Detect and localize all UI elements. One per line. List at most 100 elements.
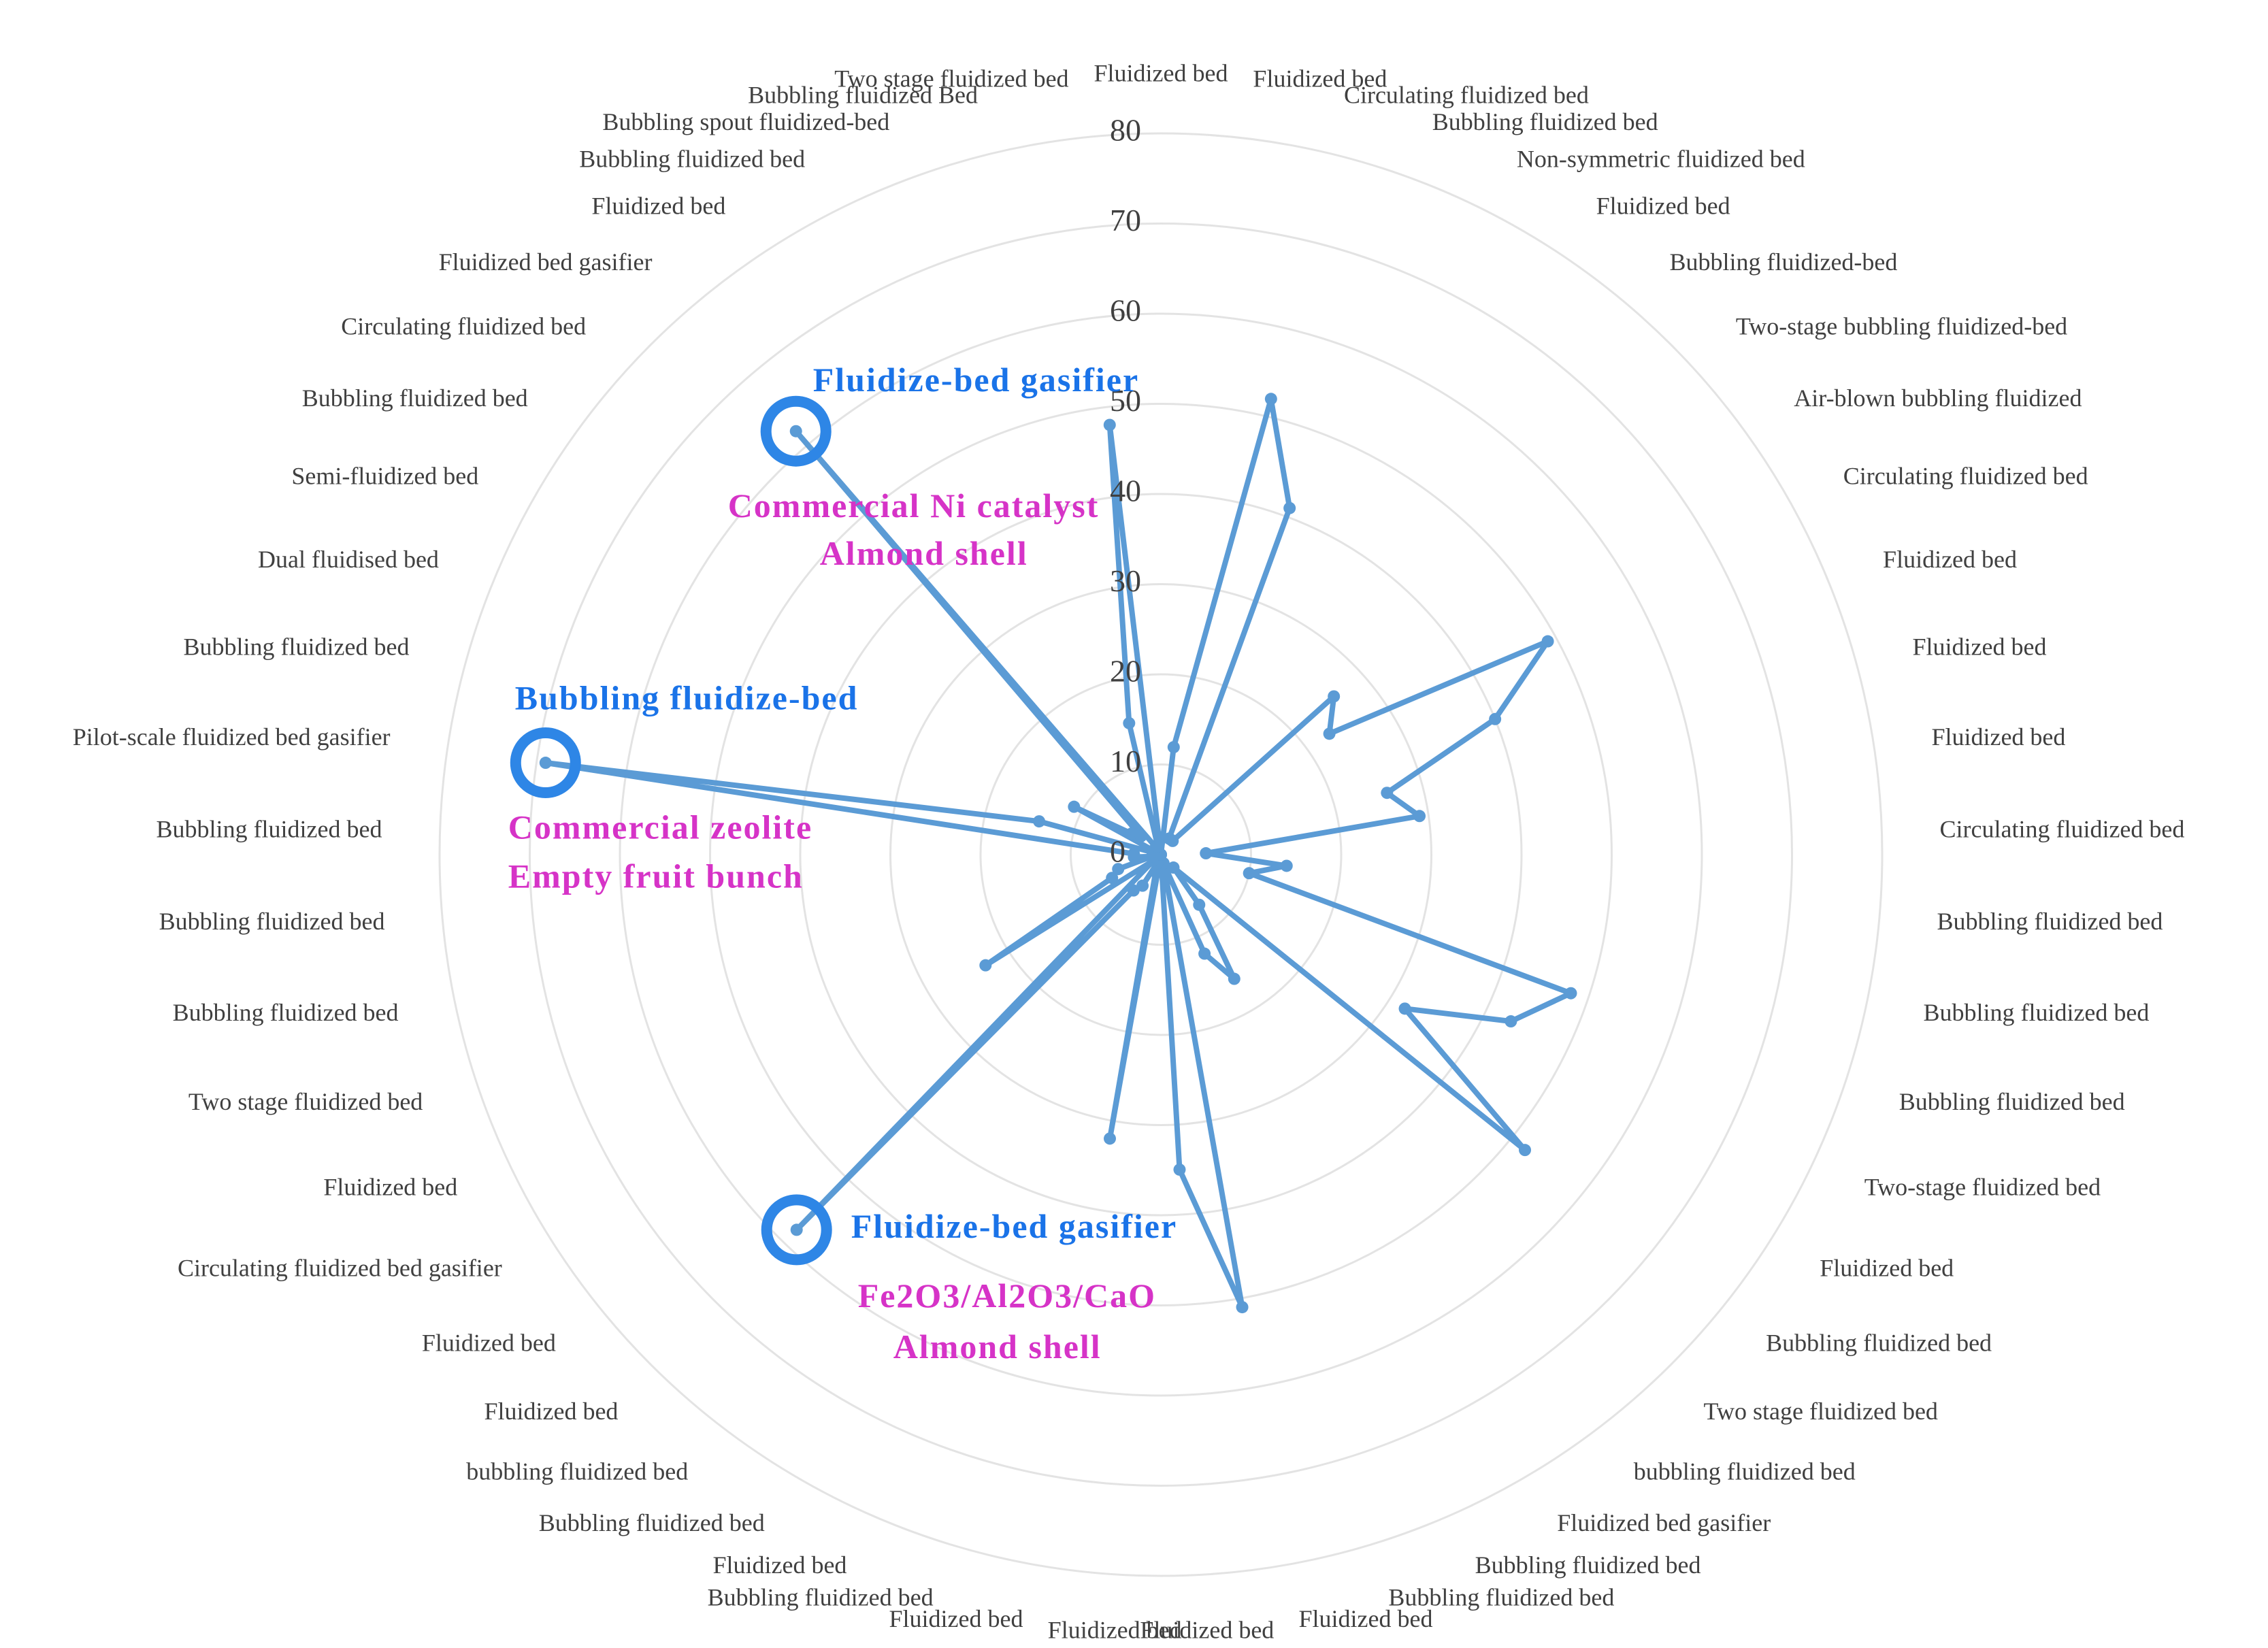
- data-point: [1167, 741, 1180, 754]
- category-label: Fluidized bed: [484, 1398, 618, 1425]
- tick-label: 10: [1110, 744, 1141, 778]
- data-point: [1125, 827, 1138, 840]
- tick-label: 30: [1110, 563, 1141, 598]
- category-label: Two-stage fluidized bed: [1864, 1174, 2101, 1201]
- data-point: [790, 1223, 803, 1236]
- annotation-title: Bubbling fluidize-bed: [515, 678, 859, 716]
- category-label: Fluidized bed: [422, 1330, 556, 1357]
- category-label: Dual fluidised bed: [258, 546, 439, 573]
- category-label: Fluidized bed: [1140, 1616, 1274, 1643]
- category-label: Two-stage bubbling fluidized-bed: [1736, 312, 2067, 340]
- data-point: [1541, 635, 1554, 648]
- grid-ring: [979, 673, 1343, 1036]
- category-label: Fluidized bed: [1883, 546, 2017, 573]
- tick-label: 60: [1110, 293, 1141, 328]
- data-point: [1228, 972, 1240, 985]
- data-point: [1398, 1002, 1411, 1015]
- data-point: [1128, 847, 1140, 860]
- category-label: Circulating fluidized bed gasifier: [178, 1254, 502, 1281]
- data-point: [1068, 800, 1081, 813]
- data-point: [789, 425, 802, 438]
- data-point: [1106, 872, 1119, 885]
- grid-ring: [529, 223, 1793, 1487]
- category-label: Bubbling fluidized bed: [1388, 1583, 1614, 1611]
- tick-label: 70: [1110, 203, 1141, 237]
- data-point: [1166, 834, 1179, 847]
- data-point: [1280, 859, 1293, 872]
- annotation-detail: Commercial Ni catalyst: [728, 487, 1100, 525]
- data-point: [1519, 1144, 1532, 1157]
- grid-ring: [709, 403, 1613, 1306]
- category-label: Fluidized bed: [1931, 723, 2065, 751]
- category-label: Semi-fluidized bed: [291, 462, 478, 489]
- category-label: Circulating fluidized bed: [1344, 81, 1589, 108]
- data-point: [1134, 830, 1147, 843]
- category-label: Fluidized bed: [591, 193, 725, 220]
- category-label: Bubbling fluidized bed: [1766, 1330, 1992, 1357]
- data-point: [1564, 987, 1577, 1000]
- tick-label: 40: [1110, 474, 1141, 508]
- data-point: [1323, 727, 1336, 740]
- category-label: Bubbling fluidized bed: [184, 633, 410, 660]
- annotation-detail: Empty fruit bunch: [508, 857, 804, 895]
- data-point: [1236, 1301, 1249, 1314]
- category-label: Circulating fluidized bed: [341, 312, 586, 340]
- annotation-title: Fluidize-bed gasifier: [813, 361, 1139, 399]
- data-point: [1489, 712, 1502, 725]
- category-label: Non-symmetric fluidized bed: [1517, 146, 1805, 173]
- data-point: [1136, 879, 1149, 892]
- category-label: Fluidized bed gasifier: [1557, 1509, 1771, 1536]
- data-point: [1103, 1132, 1116, 1145]
- data-point: [1193, 898, 1206, 911]
- data-point: [1381, 787, 1394, 800]
- category-label: Two stage fluidized bed: [188, 1088, 423, 1115]
- grid-layer: [438, 132, 1884, 1577]
- annotation-layer: Fluidize-bed gasifier Commercial Ni catal…: [508, 361, 1177, 1366]
- category-label: Bubbling fluidized Bed: [748, 81, 978, 108]
- category-label: Bubbling fluidized bed: [539, 1509, 765, 1536]
- category-label: Circulating fluidized bed: [1843, 462, 2088, 489]
- data-point: [1151, 840, 1164, 853]
- category-label: Bubbling fluidized bed: [159, 908, 385, 935]
- category-label: Bubbling fluidized bed: [1475, 1551, 1701, 1579]
- category-label: Fluidized bed gasifier: [439, 248, 653, 276]
- category-label: Fluidized bed: [1596, 193, 1730, 220]
- category-label: Bubbling fluidized bed: [708, 1583, 934, 1611]
- tick-label: 50: [1110, 383, 1141, 418]
- data-point: [1198, 947, 1211, 960]
- grid-ring: [619, 312, 1703, 1397]
- series-line: [542, 396, 1574, 1311]
- data-point: [1112, 863, 1125, 876]
- highlight-ring: [510, 727, 581, 799]
- category-label: Two stage fluidized bed: [834, 65, 1068, 92]
- category-label: Air-blown bubbling fluidized: [1794, 384, 2082, 412]
- category-label: Fluidized bed: [1820, 1254, 1954, 1281]
- grid-ring: [438, 132, 1884, 1577]
- annotation-detail: Commercial zeolite: [508, 808, 812, 846]
- data-point: [1505, 1015, 1517, 1028]
- annotation-title: Fluidize-bed gasifier: [851, 1207, 1177, 1245]
- data-point: [1200, 847, 1213, 860]
- category-label: Fluidized bed: [889, 1605, 1023, 1632]
- category-label: Bubbling fluidized bed: [1432, 108, 1658, 135]
- data-point: [979, 959, 992, 972]
- category-label: bubbling fluidized bed: [466, 1457, 688, 1485]
- data-point: [1413, 810, 1426, 823]
- category-label: Fluidized bed: [1299, 1605, 1433, 1632]
- category-label: Bubbling fluidized bed: [302, 384, 528, 412]
- category-label: Bubbling fluidized bed: [157, 815, 382, 842]
- data-point: [1123, 716, 1136, 729]
- category-label: Fluidized bed: [323, 1174, 457, 1201]
- category-label: bubbling fluidized bed: [1634, 1457, 1856, 1485]
- category-label: Bubbling fluidized bed: [579, 146, 805, 173]
- category-label: Fluidized bed: [1094, 59, 1228, 86]
- category-label: Two stage fluidized bed: [1704, 1398, 1938, 1425]
- grid-ring: [889, 583, 1432, 1126]
- data-point: [1328, 690, 1341, 703]
- data-point: [1173, 1163, 1186, 1176]
- annotation-detail: Almond shell: [820, 534, 1028, 572]
- tick-label: 0: [1110, 834, 1125, 869]
- category-label: Fluidized bed: [1253, 65, 1387, 92]
